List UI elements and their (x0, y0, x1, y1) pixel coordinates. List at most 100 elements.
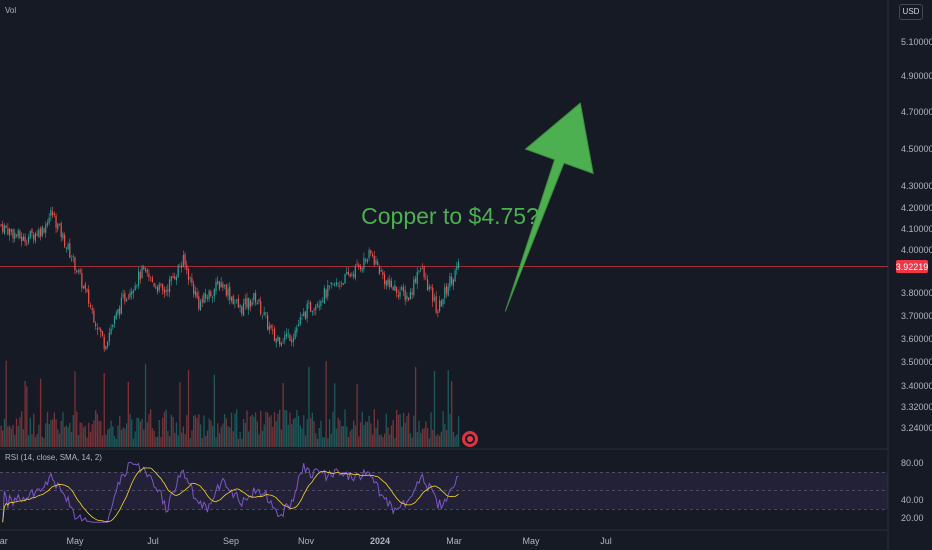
volume-bar (327, 438, 329, 447)
volume-bar (230, 412, 233, 447)
volume-bar (179, 382, 181, 447)
candlestick-series (0, 206, 460, 352)
candle-body (12, 229, 14, 239)
volume-bar (316, 438, 319, 447)
volume-bar (248, 431, 250, 447)
volume-bar (447, 370, 449, 447)
volume-bar (206, 430, 209, 447)
volume-bar (205, 436, 207, 447)
vol-marker-icon[interactable] (462, 431, 478, 447)
volume-bar (122, 427, 124, 447)
volume-bar (310, 418, 312, 447)
candle-body (141, 266, 143, 278)
candle-body (9, 228, 11, 236)
candle-body (256, 302, 258, 305)
candle-body (131, 291, 133, 295)
volume-bar (349, 431, 351, 447)
volume-bar (134, 431, 136, 447)
price-axis[interactable]: 5.10000 4.90000 4.70000 4.50000 4.30000 4.200… (901, 37, 932, 433)
price-tick-label: 4.70000 (901, 107, 932, 117)
time-tick-label: May (66, 536, 84, 546)
candle-body (279, 337, 281, 345)
time-axis[interactable]: Mar May Jul Sep Nov 2024 Mar May Jul (0, 536, 612, 546)
candle-body (31, 229, 33, 233)
volume-bar (217, 423, 219, 447)
candle-body (268, 326, 270, 331)
volume-bar (150, 409, 152, 447)
volume-bar (265, 411, 267, 447)
rsi-tick-label: 80.00 (901, 458, 924, 468)
candle-body (105, 345, 107, 350)
candle-body (351, 274, 353, 276)
time-tick-label: Jul (147, 536, 159, 546)
candle-body (253, 293, 255, 301)
volume-bar (132, 438, 135, 447)
volume-bar (351, 429, 353, 447)
volume-bar (397, 415, 400, 447)
volume-bar (452, 432, 455, 447)
volume-bar (151, 428, 154, 447)
volume-bar (408, 412, 410, 447)
volume-bar (387, 427, 389, 447)
candle-body (34, 233, 36, 242)
volume-bar (280, 429, 283, 447)
volume-bar (186, 415, 188, 447)
volume-bar (297, 415, 300, 447)
up-arrow-annotation (504, 102, 594, 312)
price-tick-label: 5.10000 (901, 37, 932, 47)
candle-body (14, 232, 16, 239)
volume-bar (213, 374, 215, 447)
candle-body (103, 336, 105, 349)
volume-bar (101, 435, 104, 447)
volume-bar (370, 423, 372, 447)
rsi-tick-label: 40.00 (901, 495, 924, 505)
rsi-indicator-label: RSI (14, close, SMA, 14, 2) (5, 453, 102, 462)
candle-body (227, 288, 229, 296)
volume-bar (95, 410, 97, 447)
volume-bar (394, 438, 396, 447)
volume-bar (254, 412, 257, 447)
volume-bar (187, 369, 190, 447)
candle-body (439, 300, 441, 312)
currency-button[interactable]: USD (899, 4, 923, 20)
volume-bar (256, 421, 258, 447)
price-tick-label: 3.50000 (901, 357, 932, 367)
candle-body (378, 266, 380, 274)
candle-body (346, 271, 348, 275)
candle-body (325, 289, 327, 298)
volume-bar (191, 430, 193, 447)
candle-body (332, 283, 334, 285)
volume-bar (125, 423, 128, 447)
volume-bar (21, 411, 23, 447)
rsi-tick-label: 20.00 (901, 513, 924, 523)
candle-body (229, 286, 231, 300)
volume-bar (354, 425, 357, 447)
volume-bar (313, 421, 315, 447)
candle-body (38, 229, 40, 238)
volume-bar (234, 413, 236, 447)
volume-bar (402, 412, 405, 447)
candle-body (327, 284, 329, 297)
volume-bar (423, 428, 425, 447)
volume-bar (325, 360, 327, 447)
candle-body (189, 277, 191, 279)
candle-body (425, 277, 427, 279)
candle-body (244, 298, 246, 305)
volume-bar (55, 419, 57, 447)
volume-bar (96, 413, 99, 447)
volume-bar (88, 422, 90, 447)
candle-body (45, 224, 47, 233)
candle-body (33, 234, 35, 240)
volume-bar (439, 436, 441, 447)
candle-body (21, 236, 23, 242)
current-price-value: 3.92219 (896, 262, 929, 272)
candle-body (394, 285, 396, 291)
candle-body (421, 268, 423, 269)
candle-body (426, 279, 429, 291)
candle-body (449, 276, 451, 288)
candle-body (77, 270, 79, 272)
rsi-sma-line (2, 467, 459, 523)
volume-bar (260, 410, 262, 447)
volume-bar (296, 409, 298, 447)
